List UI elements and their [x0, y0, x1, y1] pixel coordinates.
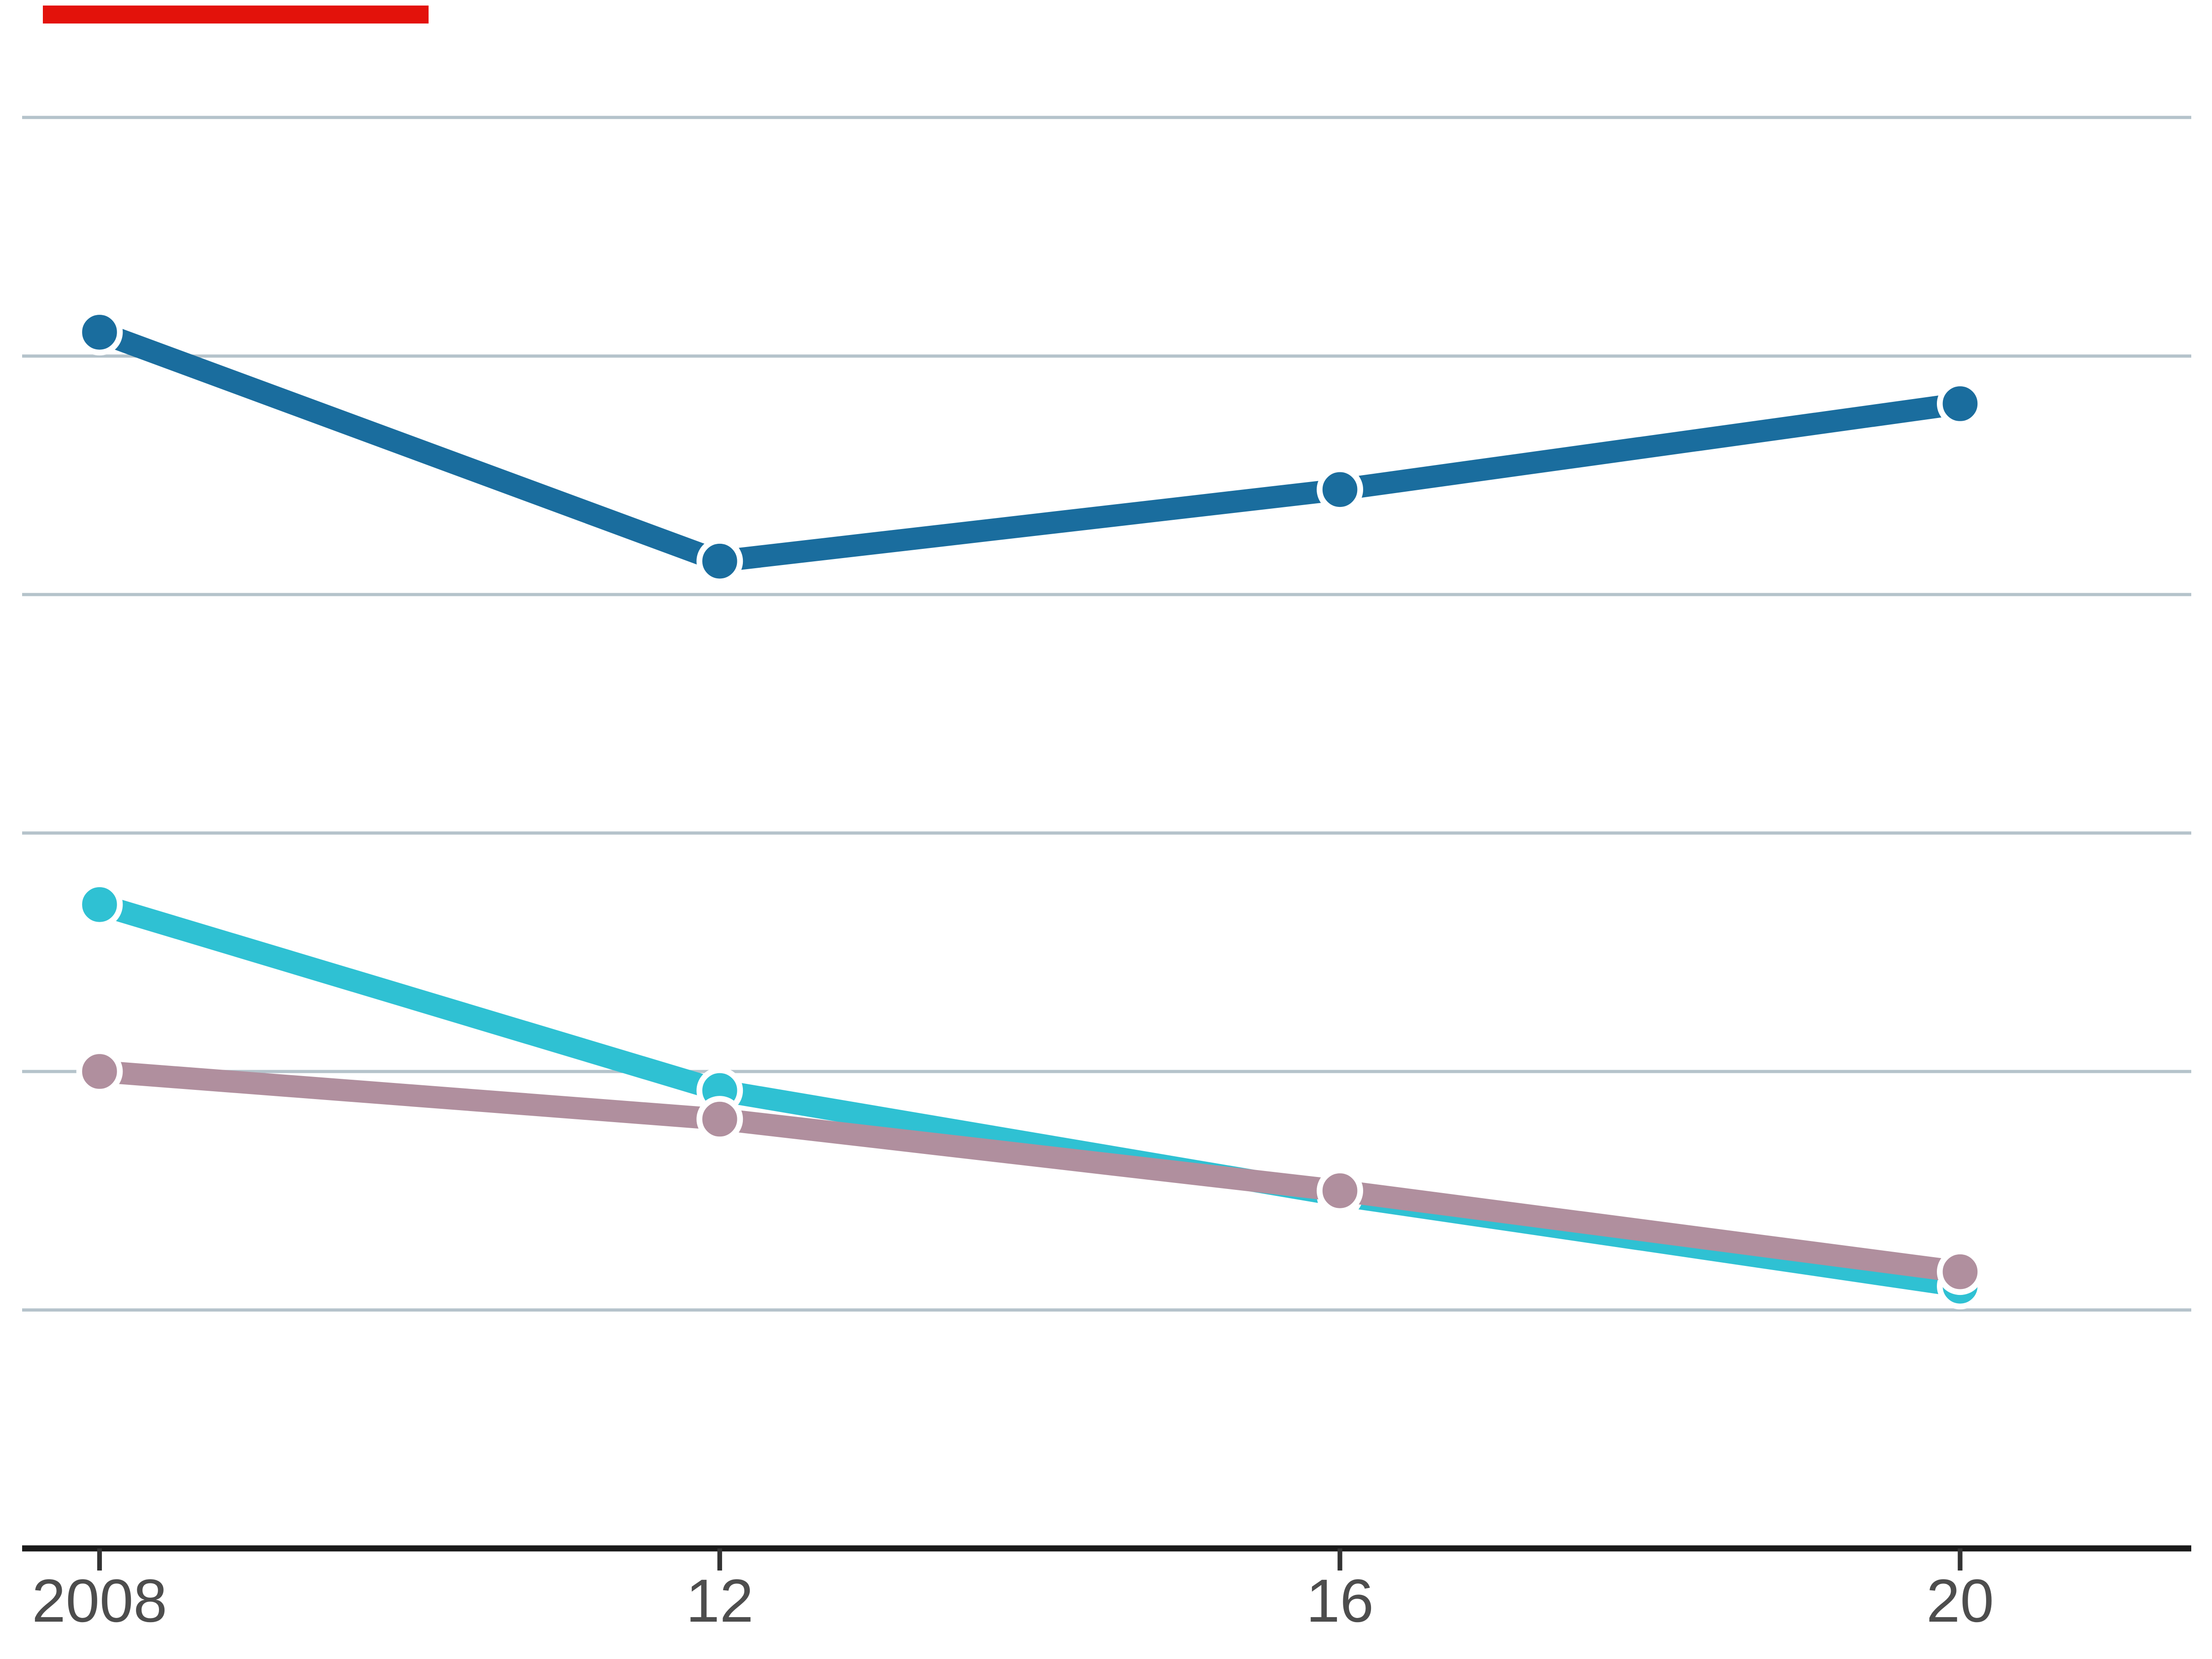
gridline [22, 1308, 2191, 1312]
cyan-series-point [76, 881, 123, 928]
gridline [22, 831, 2191, 835]
gridline [22, 593, 2191, 596]
mauve-series-line [99, 1060, 1962, 1283]
x-tick-label: 20 [1926, 1567, 1994, 1635]
gridline [22, 116, 2191, 119]
mauve-series-point [1937, 1248, 1983, 1295]
x-axis-tick [1337, 1548, 1342, 1571]
dark-blue-series-point [76, 309, 123, 356]
mauve-series-point [696, 1096, 743, 1142]
mauve-series-point [76, 1048, 123, 1095]
gridline [22, 354, 2191, 358]
x-tick-label: 12 [686, 1567, 753, 1635]
x-axis-tick [97, 1548, 102, 1571]
brand-red-tab [43, 6, 429, 24]
dark-blue-series-line [95, 322, 1962, 573]
x-axis-line [22, 1545, 2191, 1552]
dark-blue-series-point [696, 538, 743, 585]
x-tick-label: 2008 [32, 1567, 167, 1635]
x-axis-tick [717, 1548, 722, 1571]
x-tick-label: 16 [1306, 1567, 1374, 1635]
dark-blue-series-point [1317, 466, 1363, 513]
gridline [22, 1070, 2191, 1073]
dark-blue-series-point [1937, 380, 1983, 427]
x-axis-tick [1958, 1548, 1963, 1571]
mauve-series-point [1317, 1167, 1363, 1214]
